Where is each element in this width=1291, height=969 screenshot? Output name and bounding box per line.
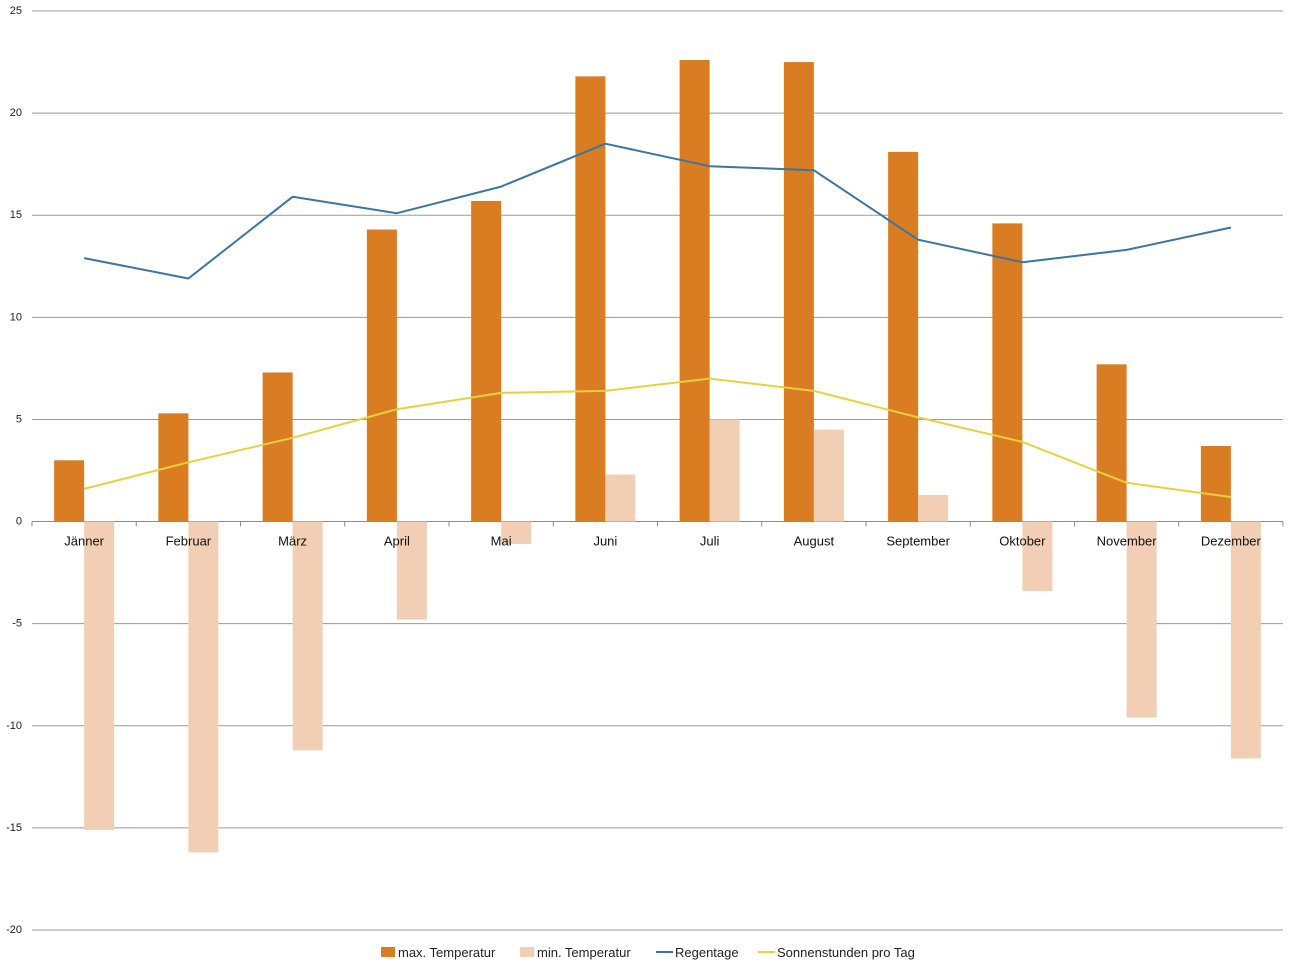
bar-min-temperature	[501, 521, 532, 545]
bar-max-temperature	[992, 223, 1023, 522]
bar-max-temperature	[1096, 364, 1127, 522]
bar-min-temperature	[918, 495, 949, 522]
bar-max-temperature	[575, 76, 606, 522]
x-category-label: April	[384, 534, 410, 549]
legend-swatch	[381, 947, 395, 957]
x-category-label: August	[794, 534, 835, 549]
y-tick-label: -15	[6, 822, 22, 834]
bar-min-temperature	[1230, 521, 1261, 759]
x-category-label: Jänner	[64, 534, 104, 549]
y-tick-label: 10	[10, 311, 22, 323]
bar-min-temperature	[1022, 521, 1053, 591]
bar-min-temperature	[709, 419, 740, 522]
x-category-label: Dezember	[1201, 534, 1262, 549]
bar-min-temperature	[396, 521, 427, 620]
bar-max-temperature	[262, 372, 293, 522]
line-sonnenstunden	[83, 377, 1232, 498]
y-tick-label: -10	[6, 720, 22, 732]
y-tick-label: -20	[6, 924, 22, 936]
bar-max-temperature	[783, 62, 814, 522]
bar-max-temperature	[1200, 445, 1231, 522]
y-tick-label: 0	[16, 516, 22, 528]
x-category-label: November	[1097, 534, 1158, 549]
bar-max-temperature	[366, 229, 397, 522]
x-category-label: Juli	[700, 534, 720, 549]
bar-min-temperature	[1126, 521, 1157, 718]
bar-max-temperature	[471, 200, 502, 522]
y-tick-label: 25	[10, 5, 22, 17]
bar-min-temperature	[188, 521, 219, 853]
bar-max-temperature	[158, 413, 189, 522]
x-category-label: Mai	[491, 534, 512, 549]
y-tick-label: 15	[10, 209, 22, 221]
legend-label: min. Temperatur	[537, 945, 631, 960]
x-category-label: Februar	[166, 534, 212, 549]
bar-max-temperature	[679, 60, 710, 522]
legend-swatch	[520, 947, 534, 957]
y-tick-label: -5	[12, 618, 22, 630]
legend-label: Regentage	[675, 945, 739, 960]
bar-min-temperature	[292, 521, 323, 751]
y-tick-label: 20	[10, 107, 22, 119]
bar-min-temperature	[813, 429, 844, 522]
x-category-label: März	[278, 534, 307, 549]
bar-max-temperature	[54, 460, 85, 522]
legend-label: max. Temperatur	[398, 945, 496, 960]
x-category-label: Oktober	[999, 534, 1046, 549]
x-category-label: September	[886, 534, 950, 549]
bar-max-temperature	[888, 151, 919, 522]
legend-label: Sonnenstunden pro Tag	[777, 945, 915, 960]
bar-min-temperature	[605, 474, 636, 522]
bar-min-temperature	[84, 521, 115, 830]
line-regentage	[83, 142, 1232, 280]
x-category-label: Juni	[593, 534, 617, 549]
y-tick-label: 5	[16, 413, 22, 425]
